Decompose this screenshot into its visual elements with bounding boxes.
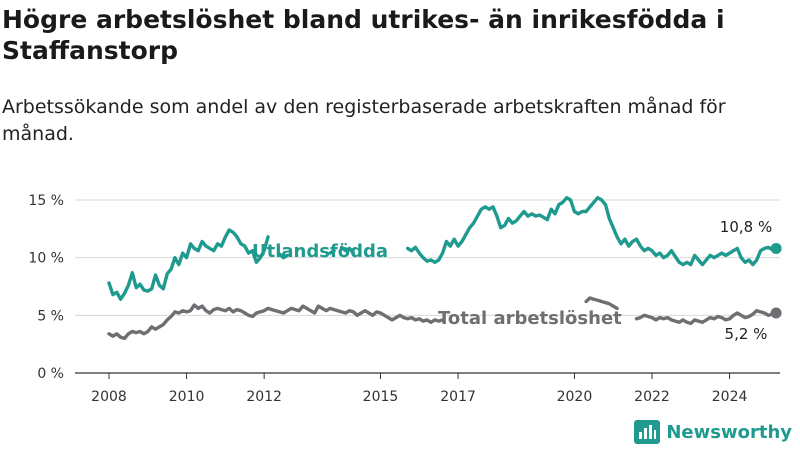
x-tick-label: 2010 [169, 389, 205, 405]
x-tick-label: 2022 [634, 389, 670, 405]
brand-logo: Newsworthy [634, 420, 792, 444]
chart-subtitle: Arbetssökande som andel av den registerb… [2, 96, 726, 145]
chart-series [107, 196, 782, 341]
x-tick-label: 2020 [557, 389, 593, 405]
series-label-utlandsfodda: Utlandsfödda [252, 241, 388, 262]
x-tick-label: 2017 [440, 389, 476, 405]
x-tick-label: 2024 [712, 389, 748, 405]
x-tick-label: 2008 [91, 389, 127, 405]
chart-title: Högre arbetslöshet bland utrikes- än inr… [2, 5, 725, 65]
brand-name: Newsworthy [666, 421, 792, 443]
y-tick-label: 5 % [37, 308, 64, 324]
y-tick-label: 10 % [28, 251, 64, 267]
chart-grid: 0 % 5 % 10 % 15 % [28, 193, 780, 382]
x-axis: 2008 2010 2012 2015 2017 2020 2022 2024 [75, 372, 780, 405]
chart-labels: Utlandsfödda Total arbetslöshet 10,8 % 5,2 … [252, 218, 772, 343]
y-tick-label: 0 % [37, 366, 64, 382]
series-label-total: Total arbetslöshet [438, 308, 622, 329]
end-value-utlandsfodda: 10,8 % [720, 218, 772, 236]
x-tick-label: 2015 [363, 389, 399, 405]
series-line-total [107, 296, 778, 341]
end-point-utlandsfodda [770, 242, 782, 254]
x-tick-label: 2012 [246, 389, 282, 405]
end-value-total: 5,2 % [725, 325, 768, 343]
end-point-total [770, 307, 782, 319]
bar-chart-icon [634, 420, 661, 444]
series-line-utlandsfodda [107, 196, 778, 301]
y-tick-label: 15 % [28, 193, 64, 209]
